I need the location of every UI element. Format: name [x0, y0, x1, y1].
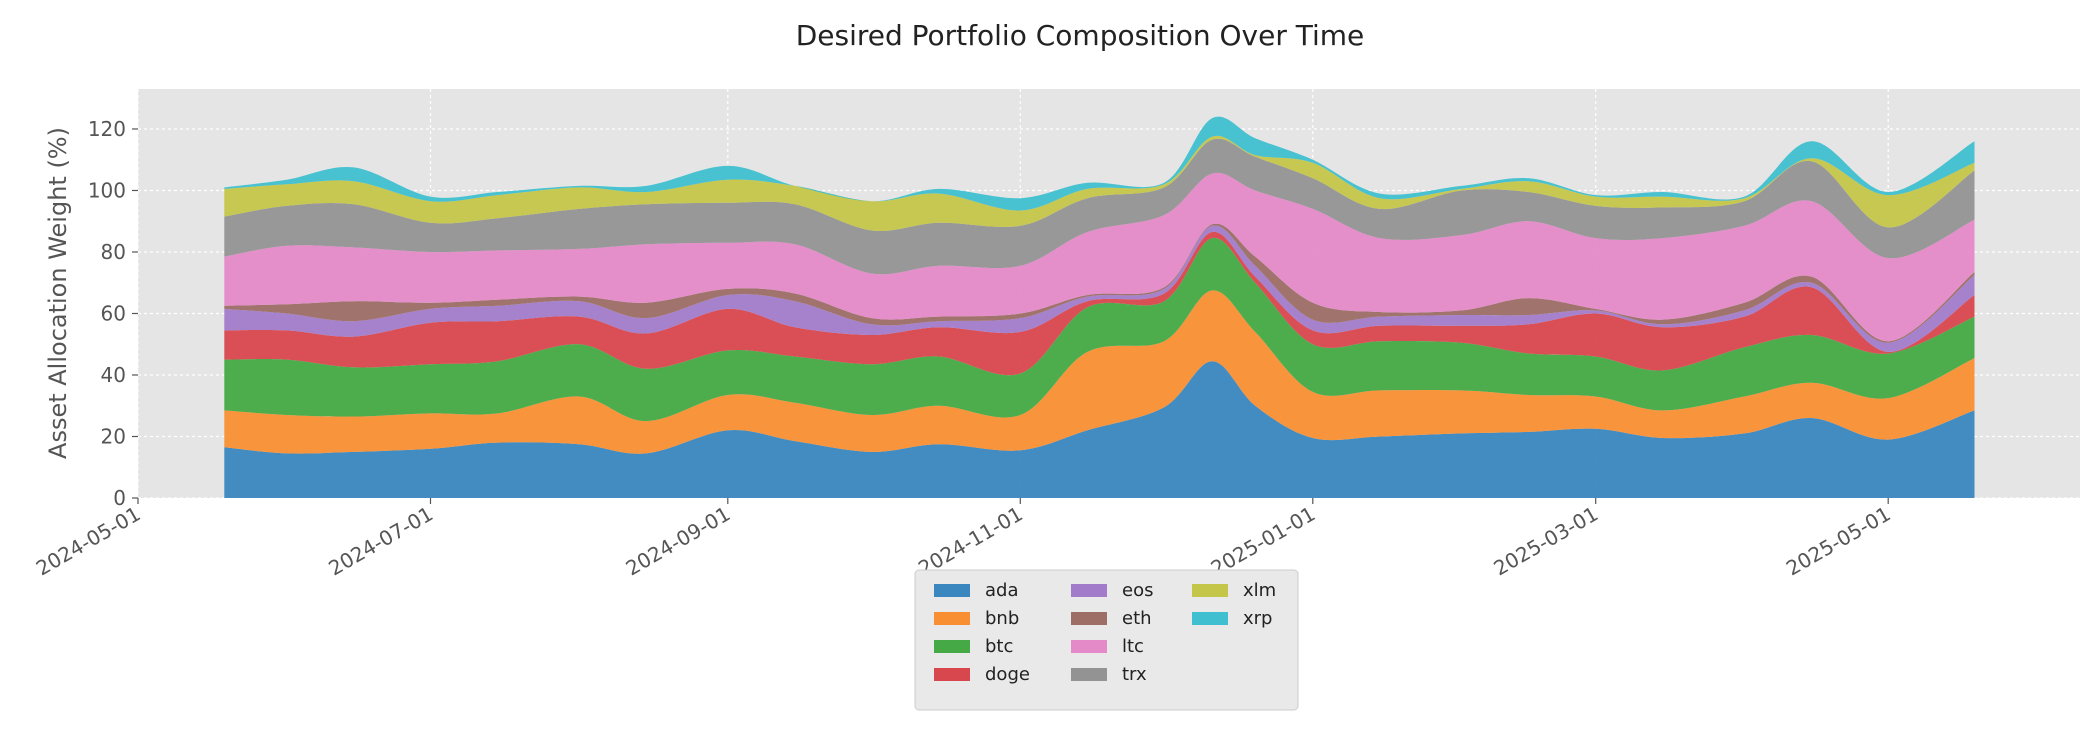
area-series-eos [224, 225, 1975, 352]
legend-label-ltc: ltc [1122, 636, 1144, 657]
legend-label-trx: trx [1122, 664, 1147, 685]
y-tick-label: 20 [101, 424, 126, 448]
legend-swatch-xlm [1192, 584, 1228, 597]
legend-swatch-trx [1071, 668, 1107, 681]
y-tick-label: 120 [88, 117, 126, 141]
area-series-doge [224, 231, 1975, 376]
area-series-group [224, 116, 1975, 498]
legend-label-xrp: xrp [1243, 608, 1272, 629]
x-tick-label: 2025-05-01 [1782, 502, 1895, 581]
legend-swatch-eos [1071, 584, 1107, 597]
legend-swatch-ltc [1071, 640, 1107, 653]
area-series-eth [224, 223, 1975, 343]
chart-title: Desired Portfolio Composition Over Time [796, 19, 1365, 52]
legend-swatch-btc [934, 640, 970, 653]
x-tick-label: 2024-11-01 [914, 502, 1027, 581]
x-tick-label: 2024-07-01 [324, 502, 437, 581]
legend-swatch-eth [1071, 612, 1107, 625]
legend-label-eos: eos [1122, 580, 1153, 601]
legend-label-ada: ada [985, 580, 1019, 601]
legend: ada bnb btc doge eos eth ltc trx xlm xrp [914, 569, 1299, 711]
x-tick-label: 2024-09-01 [622, 502, 735, 581]
area-series-btc [224, 237, 1975, 422]
legend-label-btc: btc [985, 636, 1013, 657]
y-tick-label: 40 [101, 363, 126, 387]
legend-label-doge: doge [985, 664, 1030, 685]
y-tick-label: 100 [88, 178, 126, 202]
x-tick-label: 2024-05-01 [32, 502, 145, 581]
y-tick-label: 0 [113, 486, 126, 510]
legend-label-bnb: bnb [985, 608, 1019, 629]
legend-swatch-doge [934, 668, 970, 681]
y-tick-label: 60 [101, 301, 126, 325]
area-series-xrp [224, 116, 1975, 211]
legend-label-eth: eth [1122, 608, 1152, 629]
legend-swatch-bnb [934, 612, 970, 625]
legend-swatch-ada [934, 584, 970, 597]
y-tick-label: 80 [101, 240, 126, 264]
y-axis-label: Asset Allocation Weight (%) [44, 127, 72, 459]
x-tick-label: 2025-01-01 [1207, 502, 1320, 581]
area-series-ltc [224, 172, 1975, 342]
legend-label-xlm: xlm [1243, 580, 1276, 601]
area-series-ada [224, 361, 1975, 498]
x-tick-label: 2025-03-01 [1490, 502, 1603, 581]
legend-swatch-xrp [1192, 612, 1228, 625]
area-series-bnb [224, 290, 1975, 454]
area-series-trx [224, 138, 1975, 275]
